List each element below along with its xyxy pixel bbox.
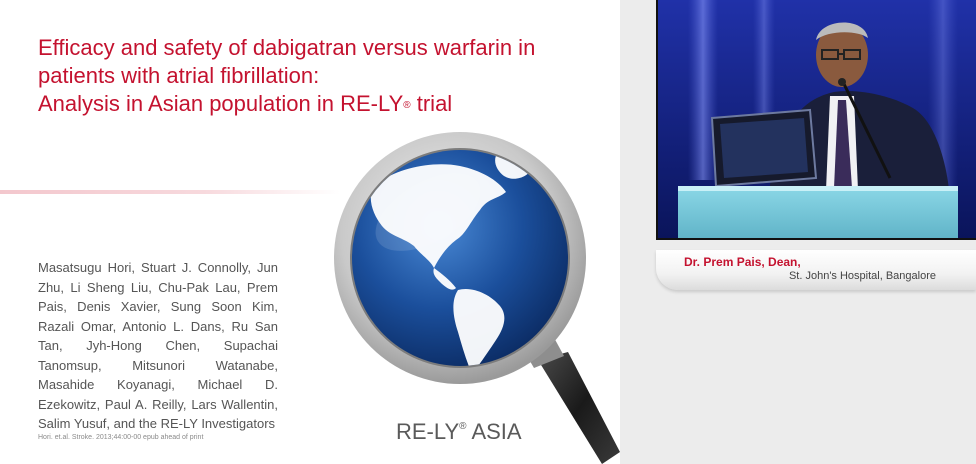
author-list: Masatsugu Hori, Stuart J. Connolly, Jun … bbox=[38, 260, 278, 431]
registered-mark: ® bbox=[403, 100, 411, 111]
slide-title-line-1: Efficacy and safety of dabigatran versus… bbox=[38, 35, 536, 60]
speaker-organization: St. John's Hospital, Bangalore bbox=[788, 270, 936, 282]
title-divider bbox=[0, 190, 340, 194]
re-ly-asia-logo: RE-LY® ASIA bbox=[396, 419, 522, 445]
brand-suffix: ASIA bbox=[466, 419, 522, 444]
brand-name: RE-LY bbox=[396, 419, 460, 444]
speaker-nameplate: Dr. Prem Pais, Dean, St. John's Hospital… bbox=[656, 250, 976, 290]
speaker-name: Dr. Prem Pais, Dean, bbox=[684, 255, 801, 269]
citation: Hori. et.al. Stroke. 2013;44:00-00 epub … bbox=[38, 434, 204, 441]
speaker-video-frame bbox=[658, 0, 976, 238]
slide-title-line-3: Analysis in Asian population in RE-LY® t… bbox=[38, 90, 598, 118]
presentation-slide: Efficacy and safety of dabigatran versus… bbox=[0, 34, 620, 464]
slide-title: Efficacy and safety of dabigatran versus… bbox=[38, 34, 598, 118]
slide-title-suffix: trial bbox=[410, 91, 453, 116]
magnifying-glass-globe-icon bbox=[334, 132, 620, 464]
slide-title-line-3-text: Analysis in Asian population in RE-LY bbox=[38, 91, 404, 116]
slide-title-line-2: patients with atrial fibrillation: bbox=[38, 63, 320, 88]
speaker-video bbox=[656, 0, 976, 240]
brand-registered-mark: ® bbox=[459, 421, 467, 432]
